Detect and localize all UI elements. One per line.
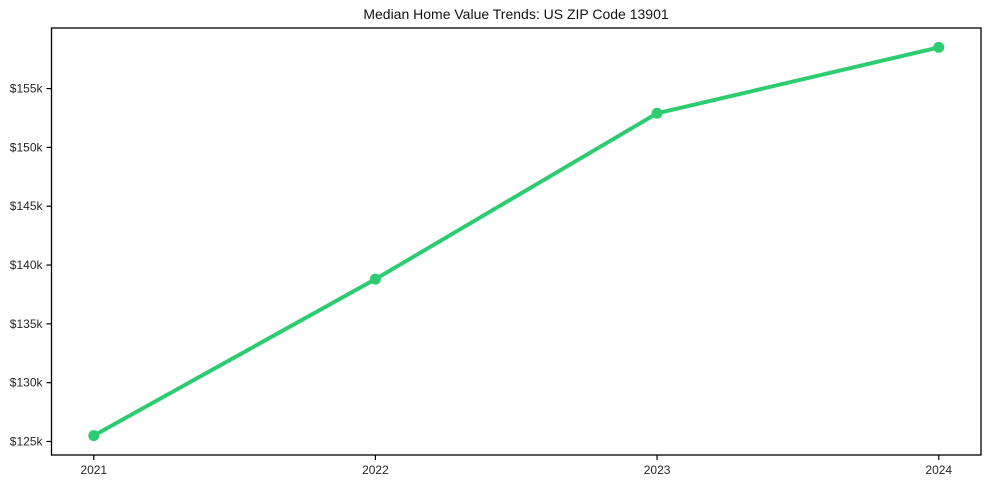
x-tick-label: 2022 <box>362 463 389 477</box>
data-point-marker <box>651 107 663 119</box>
axes-border <box>50 27 982 456</box>
data-point-marker <box>88 430 100 442</box>
y-tick-label: $140k <box>10 258 44 272</box>
y-tick-label: $155k <box>10 82 44 96</box>
y-tick-label: $150k <box>10 140 44 154</box>
plot-area: $125k $130k $135k $140k $145k $150k $155k 2021 2… <box>10 27 982 477</box>
data-point-marker <box>933 41 945 53</box>
x-tick-label: 2024 <box>925 463 952 477</box>
y-tick-label: $145k <box>10 199 44 213</box>
chart-title: Median Home Value Trends: US ZIP Code 13… <box>363 6 669 22</box>
y-tick-label: $125k <box>10 434 44 448</box>
series-line <box>91 45 941 438</box>
y-tick-label: $130k <box>10 376 44 390</box>
data-point-marker <box>369 273 381 285</box>
x-tick-label: 2021 <box>80 463 107 477</box>
y-tick-label: $135k <box>10 317 44 331</box>
x-tick-label: 2023 <box>644 463 671 477</box>
